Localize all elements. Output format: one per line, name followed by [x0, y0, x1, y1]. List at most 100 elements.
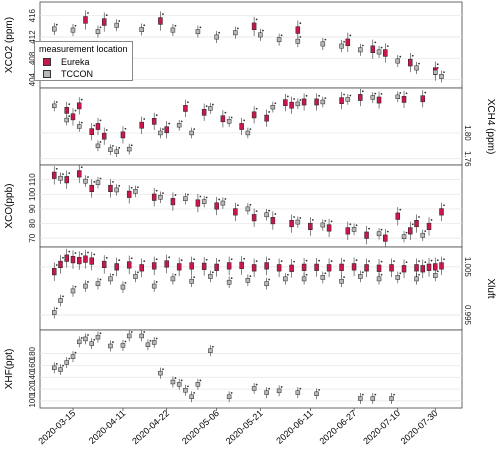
outlier-4-0-27 — [361, 393, 364, 396]
outlier-4-0-17 — [187, 385, 189, 388]
outlier-2-1-4 — [137, 186, 139, 189]
outlier-1-0-4 — [99, 119, 102, 122]
box-4-tccon-10 — [126, 333, 132, 339]
outlier-0-0-9 — [436, 63, 439, 66]
y-tick-label-0-1: 408 — [28, 51, 37, 65]
box-1-eureka-9 — [164, 126, 169, 134]
outlier-3-0-13 — [180, 259, 183, 262]
outlier-2-0-6 — [155, 189, 158, 192]
box-0-tccon-0 — [51, 26, 57, 32]
outlier-4-0-16 — [180, 379, 183, 382]
box-3-tccon-7 — [133, 274, 138, 279]
outlier-3-1-18 — [343, 276, 345, 279]
outlier-4-0-10 — [130, 331, 133, 333]
box-1-tccon-15 — [320, 99, 326, 105]
outlier-0-0-2 — [162, 13, 164, 16]
outlier-3-0-8 — [118, 259, 121, 262]
y-tick-label-2-2: 90 — [28, 204, 37, 213]
box-0-tccon-14 — [358, 47, 363, 53]
y-tick-label-3-1: 1.005 — [463, 257, 472, 278]
box-3-eureka-31 — [401, 265, 407, 273]
box-2-tccon-9 — [245, 206, 251, 212]
outlier-2-0-17 — [368, 227, 370, 230]
box-4-tccon-1 — [58, 367, 63, 372]
box-3-tccon-23 — [433, 273, 438, 278]
box-2-eureka-5 — [126, 190, 132, 198]
box-3-tccon-14 — [264, 281, 269, 287]
box-0-tccon-7 — [214, 34, 219, 40]
outlier-1-1-13 — [274, 102, 277, 105]
box-3-eureka-9 — [126, 261, 132, 269]
outlier-2-0-1 — [68, 172, 71, 175]
box-1-tccon-14 — [295, 101, 301, 107]
box-3-eureka-14 — [189, 262, 194, 270]
outlier-1-1-11 — [230, 116, 233, 119]
box-3-eureka-36 — [439, 262, 444, 270]
outlier-1-0-0 — [68, 103, 71, 106]
outlier-1-1-8 — [180, 120, 183, 123]
box-3-eureka-28 — [364, 264, 369, 272]
outlier-3-0-7 — [105, 256, 108, 259]
outlier-3-1-11 — [212, 271, 214, 274]
outlier-0-0-1 — [105, 14, 108, 17]
box-4-tccon-18 — [189, 394, 194, 399]
outlier-0-1-15 — [380, 46, 383, 49]
box-3-eureka-29 — [376, 264, 382, 272]
legend-item-eureka: Eureka — [43, 56, 128, 68]
outlier-0-1-14 — [361, 44, 364, 47]
outlier-2-1-1 — [87, 176, 89, 178]
box-1-eureka-1 — [70, 113, 76, 121]
outlier-1-1-3 — [99, 141, 102, 143]
box-2-tccon-12 — [320, 222, 326, 228]
outlier-3-1-6 — [124, 282, 127, 284]
outlier-3-0-4 — [80, 253, 83, 255]
outlier-0-1-6 — [199, 26, 202, 29]
outlier-2-1-14 — [380, 228, 383, 231]
outlier-1-0-10 — [187, 101, 189, 104]
box-2-tccon-6 — [183, 196, 188, 201]
outlier-4-0-13 — [155, 337, 158, 340]
box-3-eureka-24 — [314, 263, 319, 271]
box-1-eureka-15 — [264, 114, 269, 122]
outlier-3-1-13 — [249, 275, 252, 278]
box-3-tccon-4 — [95, 281, 101, 287]
box-3-eureka-26 — [339, 263, 344, 271]
outlier-0-1-10 — [280, 34, 283, 37]
outlier-4-0-22 — [255, 383, 258, 386]
box-2-eureka-13 — [289, 220, 294, 228]
box-2-tccon-2 — [95, 180, 101, 185]
box-4-tccon-0 — [51, 365, 57, 371]
outlier-3-0-22 — [293, 260, 295, 263]
x-tick-label-8: 2020-07-30 — [399, 408, 440, 446]
outlier-3-1-14 — [268, 278, 271, 281]
outlier-3-0-30 — [393, 260, 395, 263]
box-1-eureka-23 — [401, 96, 407, 103]
box-1-eureka-7 — [139, 121, 144, 129]
outlier-0-1-1 — [74, 24, 77, 27]
outlier-1-0-7 — [143, 118, 146, 120]
outlier-0-1-2 — [99, 26, 102, 29]
box-1-tccon-8 — [176, 123, 182, 128]
outlier-2-0-10 — [236, 204, 239, 207]
outlier-1-0-24 — [424, 91, 427, 94]
box-0-tccon-2 — [95, 29, 101, 35]
box-0-tccon-15 — [376, 49, 382, 55]
outlier-1-0-14 — [255, 107, 258, 110]
legend-label-tccon: TCCON — [61, 69, 93, 79]
outlier-4-0-5 — [87, 334, 89, 336]
outlier-1-0-2 — [80, 98, 83, 101]
box-1-tccon-11 — [226, 119, 232, 124]
outlier-1-1-18 — [399, 92, 402, 94]
outlier-1-0-11 — [205, 105, 208, 108]
box-4-tccon-3 — [70, 354, 76, 359]
box-2-eureka-6 — [151, 193, 157, 201]
box-1-eureka-6 — [120, 131, 126, 139]
box-3-tccon-9 — [170, 276, 176, 282]
x-tick-label-1: 2020-04-11 — [87, 408, 127, 446]
outlier-0-1-16 — [399, 55, 402, 58]
outlier-3-0-33 — [424, 261, 427, 264]
outlier-0-1-3 — [118, 20, 121, 22]
box-3-eureka-5 — [83, 255, 88, 263]
outlier-4-0-6 — [93, 338, 96, 341]
outlier-4-0-15 — [174, 377, 177, 379]
